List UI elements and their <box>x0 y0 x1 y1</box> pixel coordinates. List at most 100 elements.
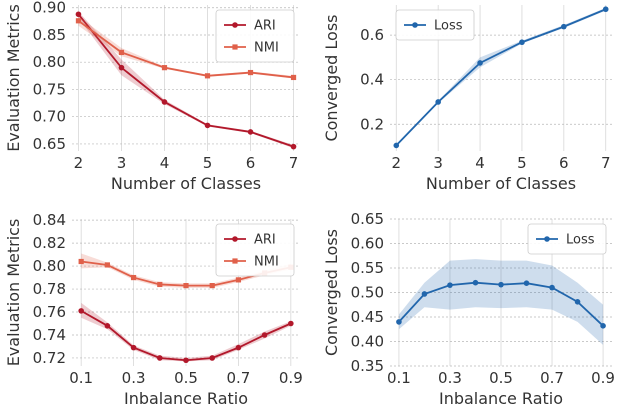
series-line-loss <box>395 8 607 147</box>
legend-label: Loss <box>434 19 463 34</box>
data-point-nmi <box>130 274 137 281</box>
data-point-nmi <box>118 49 125 55</box>
data-point-nmi <box>235 277 242 283</box>
data-point-nmi <box>183 283 189 289</box>
data-point-loss <box>549 284 555 291</box>
x-tick-label: 4 <box>160 154 170 172</box>
x-axis-label: Number of Classes <box>111 174 261 193</box>
y-tick-label: 0.80 <box>33 257 66 275</box>
legend-swatch-marker <box>544 236 550 242</box>
data-point-nmi <box>161 65 168 71</box>
data-point-nmi <box>157 281 163 288</box>
x-tick-label: 0.3 <box>122 369 146 387</box>
data-point-loss <box>421 291 428 297</box>
data-point-nmi <box>104 262 110 268</box>
data-point-ari <box>118 64 125 71</box>
x-tick-label: 5 <box>203 154 213 172</box>
x-tick-label: 3 <box>117 154 127 172</box>
legend: ARI NMI <box>215 223 295 277</box>
legend-label: ARI <box>254 19 276 34</box>
x-tick-label: 6 <box>559 154 569 172</box>
legend-swatch-marker <box>232 236 238 242</box>
y-tick-label: 0.40 <box>351 333 384 351</box>
series-line-ari <box>77 13 294 148</box>
data-point-nmi <box>75 18 82 24</box>
confidence-band-loss <box>398 259 604 345</box>
legend-label: NMI <box>254 41 279 56</box>
data-point-nmi <box>247 69 254 76</box>
x-tick-label: 0.9 <box>591 369 615 387</box>
data-point-ari <box>288 320 294 327</box>
data-point-loss <box>574 299 581 305</box>
chart-panel-4: 0.1 0.3 0.5 0.7 0.9 0.35 0.40 0.45 0.50 0.55 0.60 0… <box>322 210 615 408</box>
y-tick-label: 0.72 <box>33 349 66 367</box>
x-tick-label: 5 <box>517 154 527 172</box>
data-point-loss <box>498 281 504 288</box>
y-tick-label: 0.55 <box>351 259 384 277</box>
data-point-loss <box>435 99 441 105</box>
y-tick-label: 0.76 <box>33 303 66 321</box>
y-tick-label: 0.90 <box>33 0 66 17</box>
legend-box <box>527 223 607 255</box>
x-tick-label: 0.1 <box>387 369 411 387</box>
y-tick-label: 0.85 <box>33 26 66 44</box>
y-tick-label: 0.70 <box>33 108 66 126</box>
x-tick-label: 0.5 <box>489 369 513 387</box>
data-point-ari <box>261 332 268 338</box>
y-tick-label: 0.2 <box>360 115 384 133</box>
legend-swatch-marker <box>232 44 238 50</box>
series-line-nmi <box>77 20 294 79</box>
data-point-ari <box>104 323 111 329</box>
data-point-loss <box>396 319 402 325</box>
data-point-loss <box>600 323 606 329</box>
data-point-ari <box>75 11 82 18</box>
legend-label: ARI <box>254 233 276 248</box>
y-tick-label: 0.50 <box>351 284 384 302</box>
data-point-ari <box>183 357 189 364</box>
data-point-loss <box>523 280 530 286</box>
x-tick-label: 0.3 <box>438 369 462 387</box>
y-tick-label: 0.74 <box>33 326 66 344</box>
y-tick-label: 0.4 <box>360 71 384 89</box>
data-point-loss <box>472 279 479 286</box>
x-tick-label: 7 <box>601 154 611 172</box>
y-tick-label: 0.78 <box>33 280 66 298</box>
data-point-loss <box>561 23 567 30</box>
legend-label: Loss <box>566 233 595 248</box>
data-point-ari <box>290 143 297 150</box>
chart-panel-3: 0.1 0.3 0.5 0.7 0.9 0.72 0.74 0.76 0.78 0.80 0.82 0… <box>4 211 303 408</box>
y-tick-label: 0.45 <box>351 308 384 326</box>
data-point-loss <box>519 39 525 46</box>
x-tick-label: 0.5 <box>174 369 198 387</box>
legend-swatch-marker <box>232 258 238 264</box>
data-point-nmi <box>204 73 211 79</box>
data-point-nmi <box>209 283 215 289</box>
x-tick-label: 3 <box>433 154 443 172</box>
legend-box <box>395 9 475 41</box>
data-point-ari <box>204 122 211 129</box>
data-point-nmi <box>290 74 297 81</box>
legend-label: NMI <box>254 255 279 270</box>
x-tick-label: 0.7 <box>226 369 250 387</box>
y-tick-label: 0.82 <box>33 234 66 252</box>
y-tick-label: 0.65 <box>33 135 66 153</box>
x-tick-label: 2 <box>392 154 402 172</box>
data-point-ari <box>78 308 84 314</box>
y-tick-label: 0.84 <box>33 211 66 229</box>
legend: Loss <box>527 223 607 255</box>
y-tick-label: 0.65 <box>351 210 384 228</box>
x-axis-label: Inbalance Ratio <box>124 389 248 408</box>
data-point-loss <box>393 142 400 149</box>
legend: Loss <box>395 9 475 41</box>
legend: ARI NMI <box>215 9 295 63</box>
legend-swatch-marker <box>232 22 238 28</box>
x-tick-label: 4 <box>475 154 485 172</box>
data-point-ari <box>161 99 168 105</box>
data-point-ari <box>235 344 242 351</box>
data-point-ari <box>247 129 254 135</box>
data-point-nmi <box>78 258 84 265</box>
x-tick-label: 0.1 <box>69 369 93 387</box>
data-point-loss <box>447 282 453 288</box>
data-point-ari <box>130 344 137 351</box>
